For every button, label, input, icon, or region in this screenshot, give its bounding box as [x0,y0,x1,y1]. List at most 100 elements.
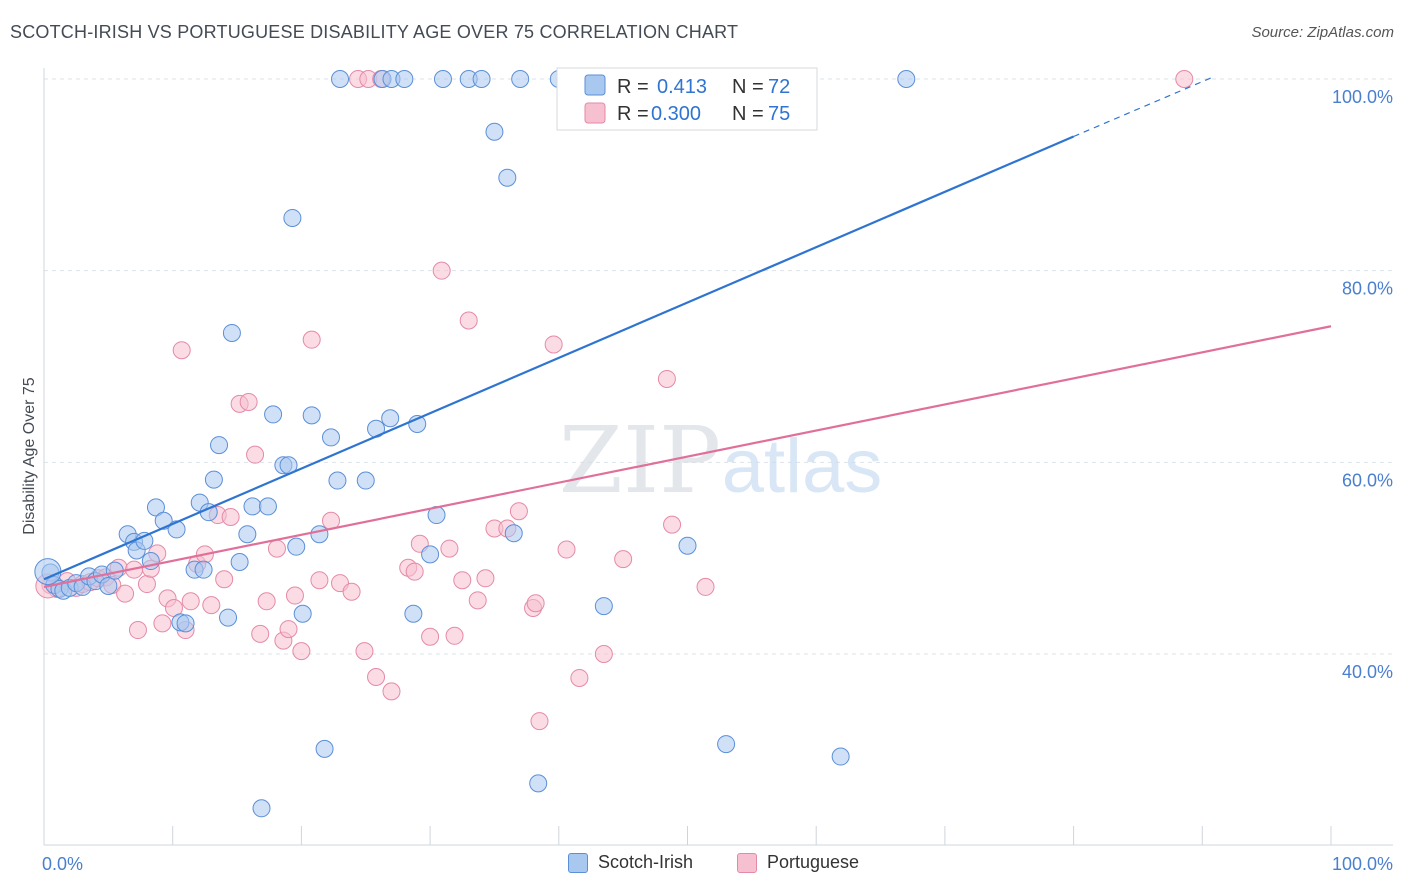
portuguese-point [302,330,321,349]
legend-item-scotch-irish: Scotch-Irish [568,852,693,873]
series-legend: Scotch-Irish Portuguese [0,852,1406,878]
scotch-irish-cluster-point [34,558,62,586]
portuguese-point [246,445,265,464]
scotch-irish-points [34,70,916,818]
portuguese-point [657,369,676,388]
scotch-irish-point [293,604,312,623]
portuguese-point [257,592,276,611]
scotch-irish-trend-line [43,135,1075,581]
legend-label-portuguese: Portuguese [767,852,860,872]
portuguese-point [382,682,401,701]
scotch-irish-point [204,470,223,489]
watermark-atlas: atlas [722,424,883,509]
legend-item-portuguese: Portuguese [737,852,859,873]
chart-title: SCOTCH-IRISH VS PORTUGUESE DISABILITY AG… [10,22,739,42]
legend-swatch-portuguese [584,102,606,124]
scotch-irish-point [897,70,916,88]
scotch-irish-point [328,471,347,490]
legend-swatch-scotch-irish [584,74,606,96]
scotch-irish-point [146,498,165,517]
scotch-irish-point [243,497,262,516]
legend-swatch-blue [568,852,588,873]
scotch-irish-point [222,323,241,342]
portuguese-trend-line [43,325,1332,588]
portuguese-point [221,507,240,526]
scotch-irish-point [230,553,249,571]
portuguese-point [367,668,386,686]
scotch-irish-point [594,597,613,616]
legend-r-label-1: R = [617,76,649,98]
scotch-irish-point [529,774,548,793]
portuguese-point [445,626,464,645]
trend-lines [43,75,1332,588]
watermark: ZIP atlas [559,407,882,514]
y-tick-label: 100.0% [1332,87,1393,107]
y-tick-label: 80.0% [1342,279,1393,299]
scotch-irish-point [498,168,517,187]
x-tick-label-max: 100.0% [1332,854,1393,874]
scotch-irish-point [258,497,277,516]
scotch-irish-point [176,614,195,633]
portuguese-point [476,569,495,588]
y-tick-label: 40.0% [1342,662,1393,682]
scotch-irish-point [433,70,452,88]
portuguese-point [509,502,528,521]
scotch-irish-point [315,739,334,758]
portuguese-point [285,586,304,605]
scotch-irish-point [485,122,504,141]
portuguese-point [530,712,549,731]
portuguese-point [181,592,200,611]
scotch-irish-point [194,560,213,579]
scotch-irish-point [395,70,414,88]
portuguese-point [292,642,311,661]
portuguese-point [594,645,613,663]
stats-legend: R = 0.413 N = 72 R = 0.300 N = 75 [556,67,818,131]
scotch-irish-point [264,405,283,424]
portuguese-point [663,515,682,534]
legend-n-label-1: N = [732,76,764,98]
portuguese-point [614,550,633,569]
y-tick-label: 60.0% [1342,470,1393,490]
watermark-zip: ZIP [559,407,721,514]
scotch-irish-point [99,576,118,595]
scotch-irish-point [210,436,229,455]
scotch-irish-point [356,471,375,490]
scotch-irish-point [717,735,736,754]
portuguese-point [116,584,135,603]
scotch-irish-point [219,608,238,627]
portuguese-point [342,582,361,601]
portuguese-point [696,577,715,596]
portuguese-point [421,627,440,646]
portuguese-point [153,614,172,633]
portuguese-point [432,261,451,280]
scotch-irish-point [404,604,423,623]
scotch-irish-point [831,747,850,766]
portuguese-point [279,620,298,639]
portuguese-point [239,392,258,411]
portuguese-point [355,642,374,661]
legend-r-value-1: 0.413 [657,76,707,98]
legend-swatch-pink [737,852,757,873]
y-tick-labels: 40.0% 60.0% 80.0% 100.0% [1332,87,1393,682]
portuguese-points [35,70,1194,731]
scotch-irish-trend-extension [1073,75,1216,138]
portuguese-point [1175,70,1194,88]
portuguese-point [251,624,270,643]
scotch-irish-point [238,525,257,544]
legend-r-value-2: 0.300 [651,103,701,125]
portuguese-point [137,575,156,594]
scotch-irish-point [167,520,186,539]
portuguese-point [570,668,589,687]
portuguese-point [405,562,424,581]
portuguese-point [453,571,472,590]
portuguese-point [172,341,191,360]
legend-n-value-1: 72 [768,76,790,98]
scotch-irish-point [331,70,350,88]
y-axis-label: Disability Age Over 75 [21,377,38,535]
legend-n-label-2: N = [732,103,764,125]
legend-r-label-2: R = [617,103,649,125]
scotch-irish-point [472,70,491,88]
source-credit: Source: ZipAtlas.com [1251,24,1394,41]
portuguese-point [310,571,329,590]
